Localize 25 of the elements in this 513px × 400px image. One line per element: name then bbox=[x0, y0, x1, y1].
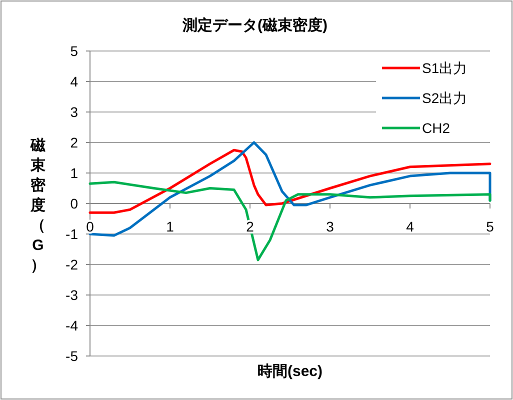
x-tick-label: 4 bbox=[406, 218, 414, 234]
x-tick-label: 0 bbox=[86, 218, 94, 234]
line-series bbox=[88, 141, 492, 237]
x-axis-title: 時間(sec) bbox=[257, 363, 323, 380]
y-tick-label: -3 bbox=[66, 287, 78, 303]
chart-title: 測定データ(磁束密度) bbox=[182, 16, 328, 34]
y-tick-label: -4 bbox=[66, 318, 78, 334]
y-tick-label: 0 bbox=[70, 196, 78, 212]
line-series bbox=[88, 148, 492, 214]
legend-label: S2出力 bbox=[422, 90, 468, 106]
y-tick-label: 1 bbox=[70, 165, 78, 181]
y-tick-label: 4 bbox=[70, 74, 78, 90]
x-tick-label: 5 bbox=[486, 218, 494, 234]
legend-label: CH2 bbox=[422, 120, 450, 136]
line-series bbox=[88, 180, 492, 262]
y-tick-label: 5 bbox=[70, 43, 78, 59]
y-tick-label: -5 bbox=[66, 348, 78, 364]
y-axis-title: 磁束密度（G） bbox=[30, 137, 46, 274]
y-tick-label: 2 bbox=[70, 134, 78, 150]
y-tick-label: 3 bbox=[70, 104, 78, 120]
x-tick-label: 1 bbox=[166, 218, 174, 234]
x-tick-label: 3 bbox=[326, 218, 334, 234]
y-tick-label: -2 bbox=[66, 256, 78, 272]
y-tick-label: -1 bbox=[66, 226, 78, 242]
legend-label: S1出力 bbox=[422, 60, 468, 76]
